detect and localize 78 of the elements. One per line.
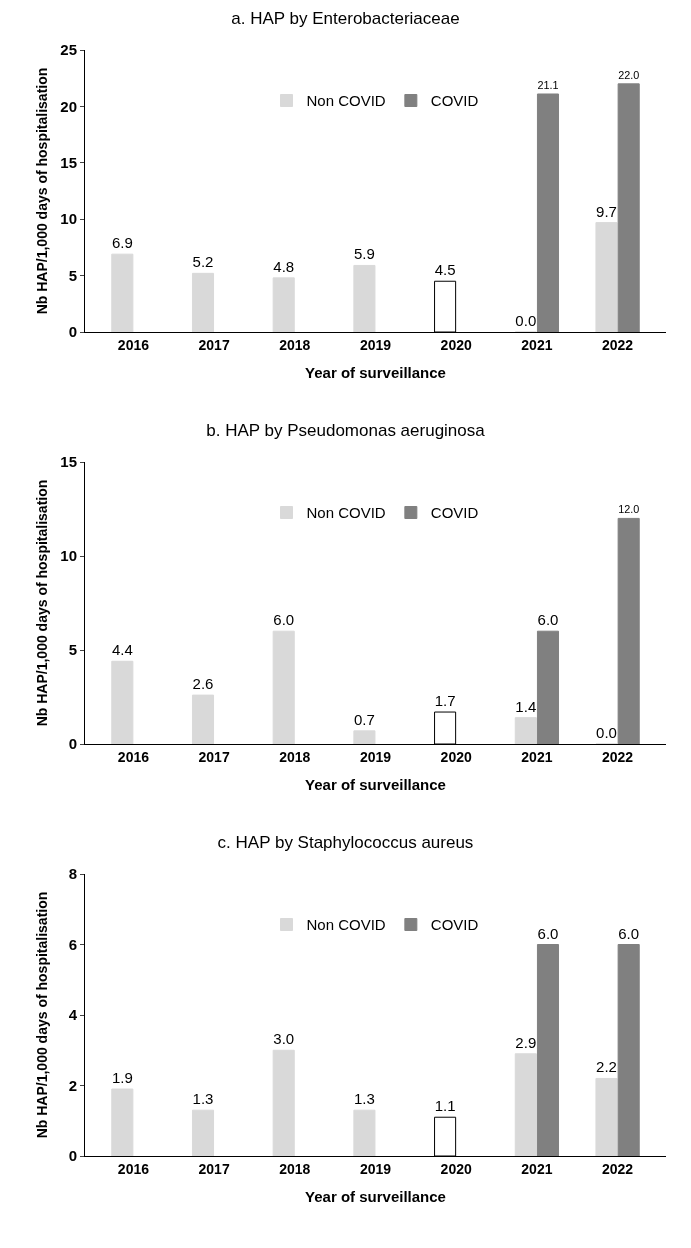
y-tick-label: 2 [68,1076,77,1094]
x-tick-label: 2022 [602,748,634,765]
x-tick-label: 2019 [359,336,392,353]
data-label: 4.4 [111,641,133,659]
x-axis-title: Year of surveillance [305,363,446,381]
data-label: 4.5 [434,261,456,279]
y-tick-label: 8 [68,865,77,883]
x-tick-label: 2021 [521,336,553,353]
legend-label: Non COVID [306,916,386,934]
x-axis-title: Year of surveillance [305,775,446,793]
chart-title: b. HAP by Pseudomonas aeruginosa [206,421,486,441]
x-tick-label: 2018 [279,1160,311,1177]
x-tick-label: 2016 [117,336,150,353]
chart-title: a. HAP by Enterobacteriaceae [231,9,460,29]
data-label: 1.3 [192,1090,214,1108]
y-tick-label: 5 [68,266,77,284]
data-label: 12.0 [618,503,640,516]
x-tick-label: 2021 [521,748,553,765]
x-axis-title: Year of surveillance [305,1187,446,1205]
data-label: 6.0 [537,611,559,629]
legend-label: COVID [430,92,479,110]
data-label: 0.7 [353,710,375,728]
data-label: 9.7 [596,202,617,220]
data-label: 1.7 [434,692,456,710]
x-tick-label: 2017 [198,1160,230,1177]
x-tick-label: 2019 [359,1160,392,1177]
data-label: 0.0 [515,312,537,329]
legend-label: COVID [430,916,479,934]
data-label: 6.9 [111,234,133,252]
data-label: 2.2 [596,1058,617,1076]
x-tick-label: 2022 [602,1160,634,1177]
x-tick-label: 2016 [117,1160,150,1177]
data-label: 3.0 [273,1030,295,1048]
y-tick-label: 5 [68,641,77,659]
data-label: 2.9 [515,1033,537,1051]
x-tick-label: 2019 [359,748,392,765]
y-tick-label: 0 [68,735,77,753]
x-tick-label: 2022 [602,336,634,353]
y-axis-title: Nb HAP/1,000 days of hospitalisation [34,891,50,1139]
y-tick-label: 10 [60,210,77,228]
x-tick-label: 2020 [440,336,472,353]
x-tick-label: 2018 [279,336,311,353]
data-label: 1.3 [353,1090,375,1108]
x-tick-label: 2017 [198,748,230,765]
legend-label: Non COVID [306,504,386,522]
y-tick-label: 0 [68,323,77,341]
y-tick-label: 20 [60,97,77,115]
data-label: 6.0 [273,611,295,629]
data-label: 0.0 [596,724,617,741]
x-tick-label: 2021 [521,1160,553,1177]
y-tick-label: 15 [60,453,77,471]
y-tick-label: 0 [68,1147,77,1165]
y-tick-label: 6 [68,935,77,953]
data-label: 5.9 [353,245,375,263]
x-tick-label: 2020 [440,1160,472,1177]
y-tick-label: 4 [68,1006,78,1024]
y-tick-label: 15 [60,154,77,172]
x-tick-label: 2020 [440,748,472,765]
data-label: 6.0 [618,924,640,942]
data-label: 1.4 [515,697,537,715]
y-tick-label: 25 [60,41,77,59]
y-axis-title: Nb HAP/1,000 days of hospitalisation [34,479,50,727]
data-label: 6.0 [537,924,559,942]
data-label: 1.1 [434,1097,456,1115]
legend-label: COVID [430,504,479,522]
data-label: 1.9 [111,1069,133,1087]
x-tick-label: 2018 [279,748,311,765]
x-tick-label: 2017 [198,336,230,353]
x-tick-label: 2016 [117,748,150,765]
data-label: 5.2 [192,253,214,271]
data-label: 4.8 [273,257,295,275]
y-tick-label: 10 [60,547,77,565]
y-axis-title: Nb HAP/1,000 days of hospitalisation [34,67,50,315]
legend-label: Non COVID [306,92,386,110]
chart-title: c. HAP by Staphylococcus aureus [217,833,474,853]
data-label: 2.6 [192,675,214,693]
data-label: 21.1 [537,78,559,91]
data-label: 22.0 [618,68,640,81]
